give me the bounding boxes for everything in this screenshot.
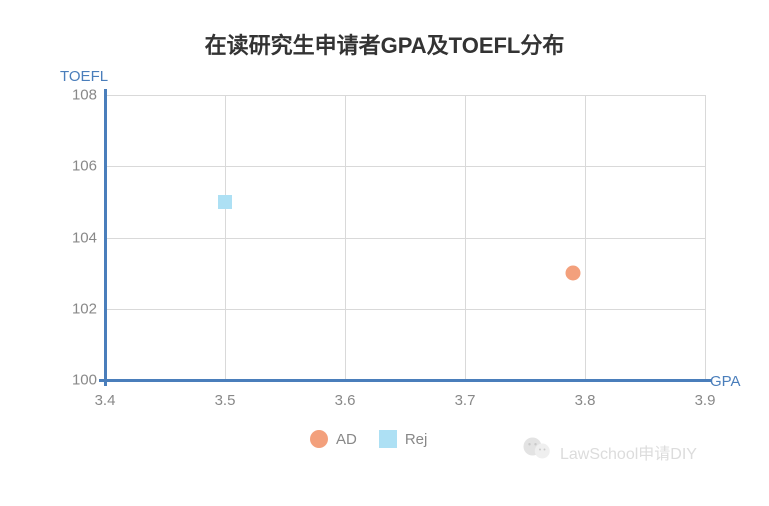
x-tick-label: 3.6 [335, 392, 356, 409]
y-axis-line [104, 89, 107, 386]
y-tick-label: 102 [65, 300, 97, 317]
x-tick-label: 3.8 [575, 392, 596, 409]
legend-label-rej: Rej [405, 431, 428, 448]
grid-line-horizontal [105, 309, 705, 310]
y-tick-label: 104 [65, 229, 97, 246]
x-axis-title: GPA [710, 373, 741, 390]
grid-line-horizontal [105, 238, 705, 239]
grid-line-vertical [705, 95, 706, 380]
legend-label-ad: AD [336, 431, 357, 448]
x-tick-label: 3.9 [695, 392, 716, 409]
data-point-ad [566, 266, 581, 281]
x-axis-line [99, 379, 711, 382]
chart-legend: AD Rej [310, 430, 441, 448]
x-tick-label: 3.5 [215, 392, 236, 409]
legend-swatch-rej [379, 430, 397, 448]
plot-area [105, 95, 705, 380]
legend-swatch-ad [310, 430, 328, 448]
data-point-rej [218, 195, 232, 209]
grid-line-horizontal [105, 166, 705, 167]
y-tick-label: 100 [65, 372, 97, 389]
watermark-text: LawSchool申请DIY [560, 440, 697, 464]
grid-line-horizontal [105, 95, 705, 96]
x-tick-label: 3.7 [455, 392, 476, 409]
x-tick-label: 3.4 [95, 392, 116, 409]
y-tick-label: 108 [65, 87, 97, 104]
wechat-icon [522, 436, 552, 460]
chart-title: 在读研究生申请者GPA及TOEFL分布 [0, 28, 769, 60]
y-tick-label: 106 [65, 158, 97, 175]
y-axis-title: TOEFL [60, 68, 108, 85]
